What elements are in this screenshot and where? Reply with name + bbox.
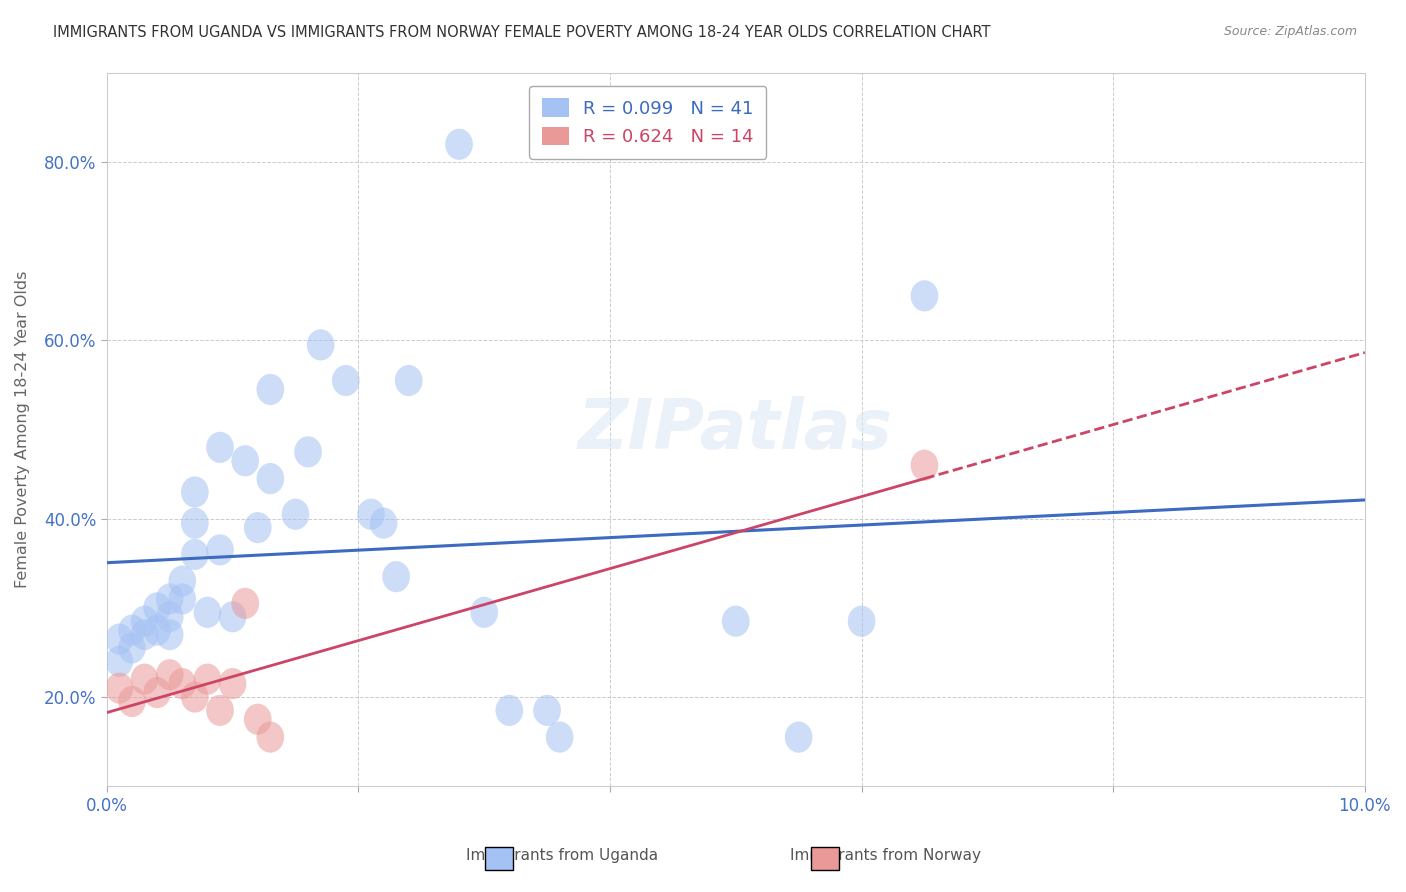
- Text: Immigrants from Norway: Immigrants from Norway: [790, 847, 981, 863]
- Legend: R = 0.099   N = 41, R = 0.624   N = 14: R = 0.099 N = 41, R = 0.624 N = 14: [529, 86, 766, 159]
- Text: Immigrants from Uganda: Immigrants from Uganda: [467, 847, 658, 863]
- Text: ZIPatlas: ZIPatlas: [578, 396, 893, 463]
- Text: IMMIGRANTS FROM UGANDA VS IMMIGRANTS FROM NORWAY FEMALE POVERTY AMONG 18-24 YEAR: IMMIGRANTS FROM UGANDA VS IMMIGRANTS FRO…: [53, 25, 991, 40]
- Y-axis label: Female Poverty Among 18-24 Year Olds: Female Poverty Among 18-24 Year Olds: [15, 271, 30, 588]
- Text: Source: ZipAtlas.com: Source: ZipAtlas.com: [1223, 25, 1357, 38]
